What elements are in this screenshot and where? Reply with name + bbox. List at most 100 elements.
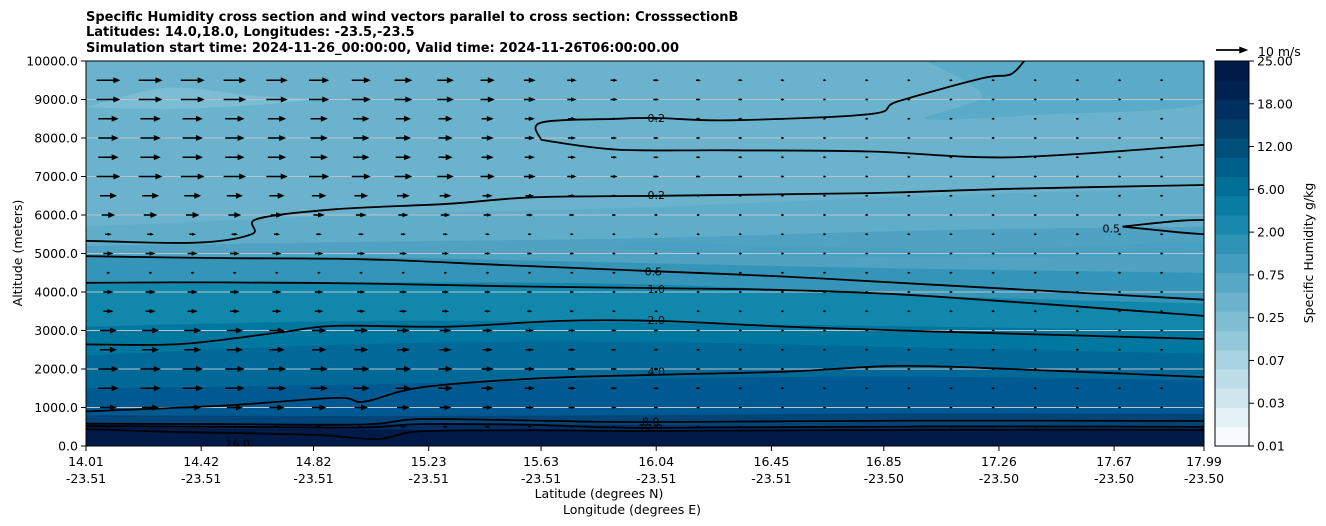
wind-vector	[310, 385, 328, 392]
wind-vector	[484, 290, 491, 294]
wind-vector	[1118, 425, 1122, 428]
wind-vector	[1033, 213, 1037, 217]
colorbar-tick-label: 0.03	[1257, 396, 1285, 411]
wind-vector	[907, 194, 911, 197]
wind-vector	[949, 136, 953, 140]
wind-vector	[1160, 213, 1164, 217]
wind-vector	[865, 252, 869, 255]
wind-vector	[865, 310, 869, 313]
wind-vector	[140, 366, 161, 372]
wind-vector	[225, 385, 245, 392]
x-tick-label-longitude: -23.50	[1094, 471, 1134, 486]
wind-vector	[611, 117, 618, 121]
wind-vector	[355, 212, 367, 218]
wind-vector	[105, 425, 112, 429]
x-tick-label-latitude: 17.67	[1096, 454, 1132, 469]
wind-vector	[98, 115, 119, 122]
wind-vector	[267, 135, 287, 141]
wind-vector	[1118, 136, 1122, 140]
wind-vector	[823, 252, 827, 255]
colorbar-swatch	[1215, 234, 1249, 254]
contour-label: 12.0	[638, 422, 663, 435]
wind-vector	[353, 385, 370, 392]
wind-vector	[180, 96, 205, 103]
wind-vector	[1076, 406, 1080, 409]
wind-vector	[527, 290, 533, 294]
wind-vector	[441, 290, 450, 294]
wind-vector	[351, 173, 371, 180]
colorbar-swatch	[1215, 349, 1249, 370]
wind-vector	[865, 79, 869, 82]
wind-vector	[865, 329, 869, 332]
wind-vector	[528, 425, 532, 428]
wind-vector	[1033, 425, 1037, 428]
wind-vector	[781, 425, 785, 428]
wind-vector	[481, 154, 494, 160]
wind-vector	[823, 387, 827, 390]
humidity-contour-lines: 16.012.08.04.02.01.00.50.20.20.5	[86, 61, 1204, 450]
wind-vector	[907, 348, 911, 351]
wind-vector	[226, 327, 243, 334]
contour-line	[86, 319, 1204, 346]
wind-vector	[314, 309, 324, 314]
y-tick-label: 1000.0	[34, 400, 78, 415]
humidity-patch	[86, 87, 308, 110]
humidity-band	[86, 426, 1204, 446]
wind-vector	[437, 77, 454, 84]
contour-label: 16.0	[225, 437, 250, 450]
contour-label: 8.0	[642, 416, 660, 429]
wind-vector	[1076, 98, 1080, 101]
wind-vector	[610, 78, 618, 82]
wind-vector	[441, 251, 450, 256]
wind-vector	[269, 327, 285, 334]
wind-vector	[1160, 290, 1164, 294]
wind-vector	[781, 233, 785, 236]
wind-vector	[482, 347, 493, 352]
wind-vector	[483, 213, 492, 217]
humidity-patch	[386, 438, 462, 446]
contour-label: 0.5	[1103, 222, 1121, 235]
wind-vector	[1033, 98, 1037, 101]
wind-vector	[568, 348, 576, 352]
wind-vector	[696, 117, 701, 120]
wind-vector	[99, 404, 117, 411]
wind-vector	[653, 367, 659, 371]
wind-vector	[1076, 194, 1080, 197]
wind-vector	[823, 348, 827, 351]
colorbar-tick-label: 12.00	[1257, 139, 1293, 154]
wind-vector	[696, 233, 700, 236]
wind-vector	[187, 289, 198, 295]
chart-title-line-2: Latitudes: 14.0,18.0, Longitudes: -23.5,…	[86, 25, 415, 40]
wind-vector	[316, 232, 323, 236]
wind-vector	[949, 387, 953, 390]
wind-vector	[654, 252, 658, 255]
wind-vector	[106, 271, 111, 274]
wind-vector	[481, 116, 494, 122]
wind-vector	[781, 117, 785, 120]
wind-vector	[991, 156, 995, 159]
wind-vector	[991, 98, 995, 101]
wind-vector	[653, 387, 659, 390]
wind-vector	[611, 155, 618, 159]
wind-vector	[696, 213, 700, 217]
wind-vector	[266, 77, 288, 84]
wind-vector	[1033, 79, 1037, 82]
wind-vector	[907, 290, 911, 294]
y-tick-label: 5000.0	[34, 246, 78, 261]
wind-vector	[1118, 213, 1122, 217]
wind-vector	[1076, 233, 1080, 236]
wind-vector	[223, 77, 247, 84]
wind-vector	[1076, 213, 1080, 217]
wind-vector	[180, 77, 205, 84]
wind-vector	[140, 154, 161, 161]
wind-vector	[611, 386, 618, 390]
wind-vector	[1118, 406, 1122, 409]
colorbar-swatch	[1215, 61, 1249, 81]
wind-vector	[354, 404, 369, 411]
y-tick-label: 10000.0	[26, 54, 78, 69]
wind-vector	[272, 309, 282, 314]
wind-vector	[354, 192, 369, 199]
wind-vector	[1160, 136, 1164, 140]
wind-vector	[525, 328, 535, 333]
wind-vector	[1033, 329, 1037, 332]
